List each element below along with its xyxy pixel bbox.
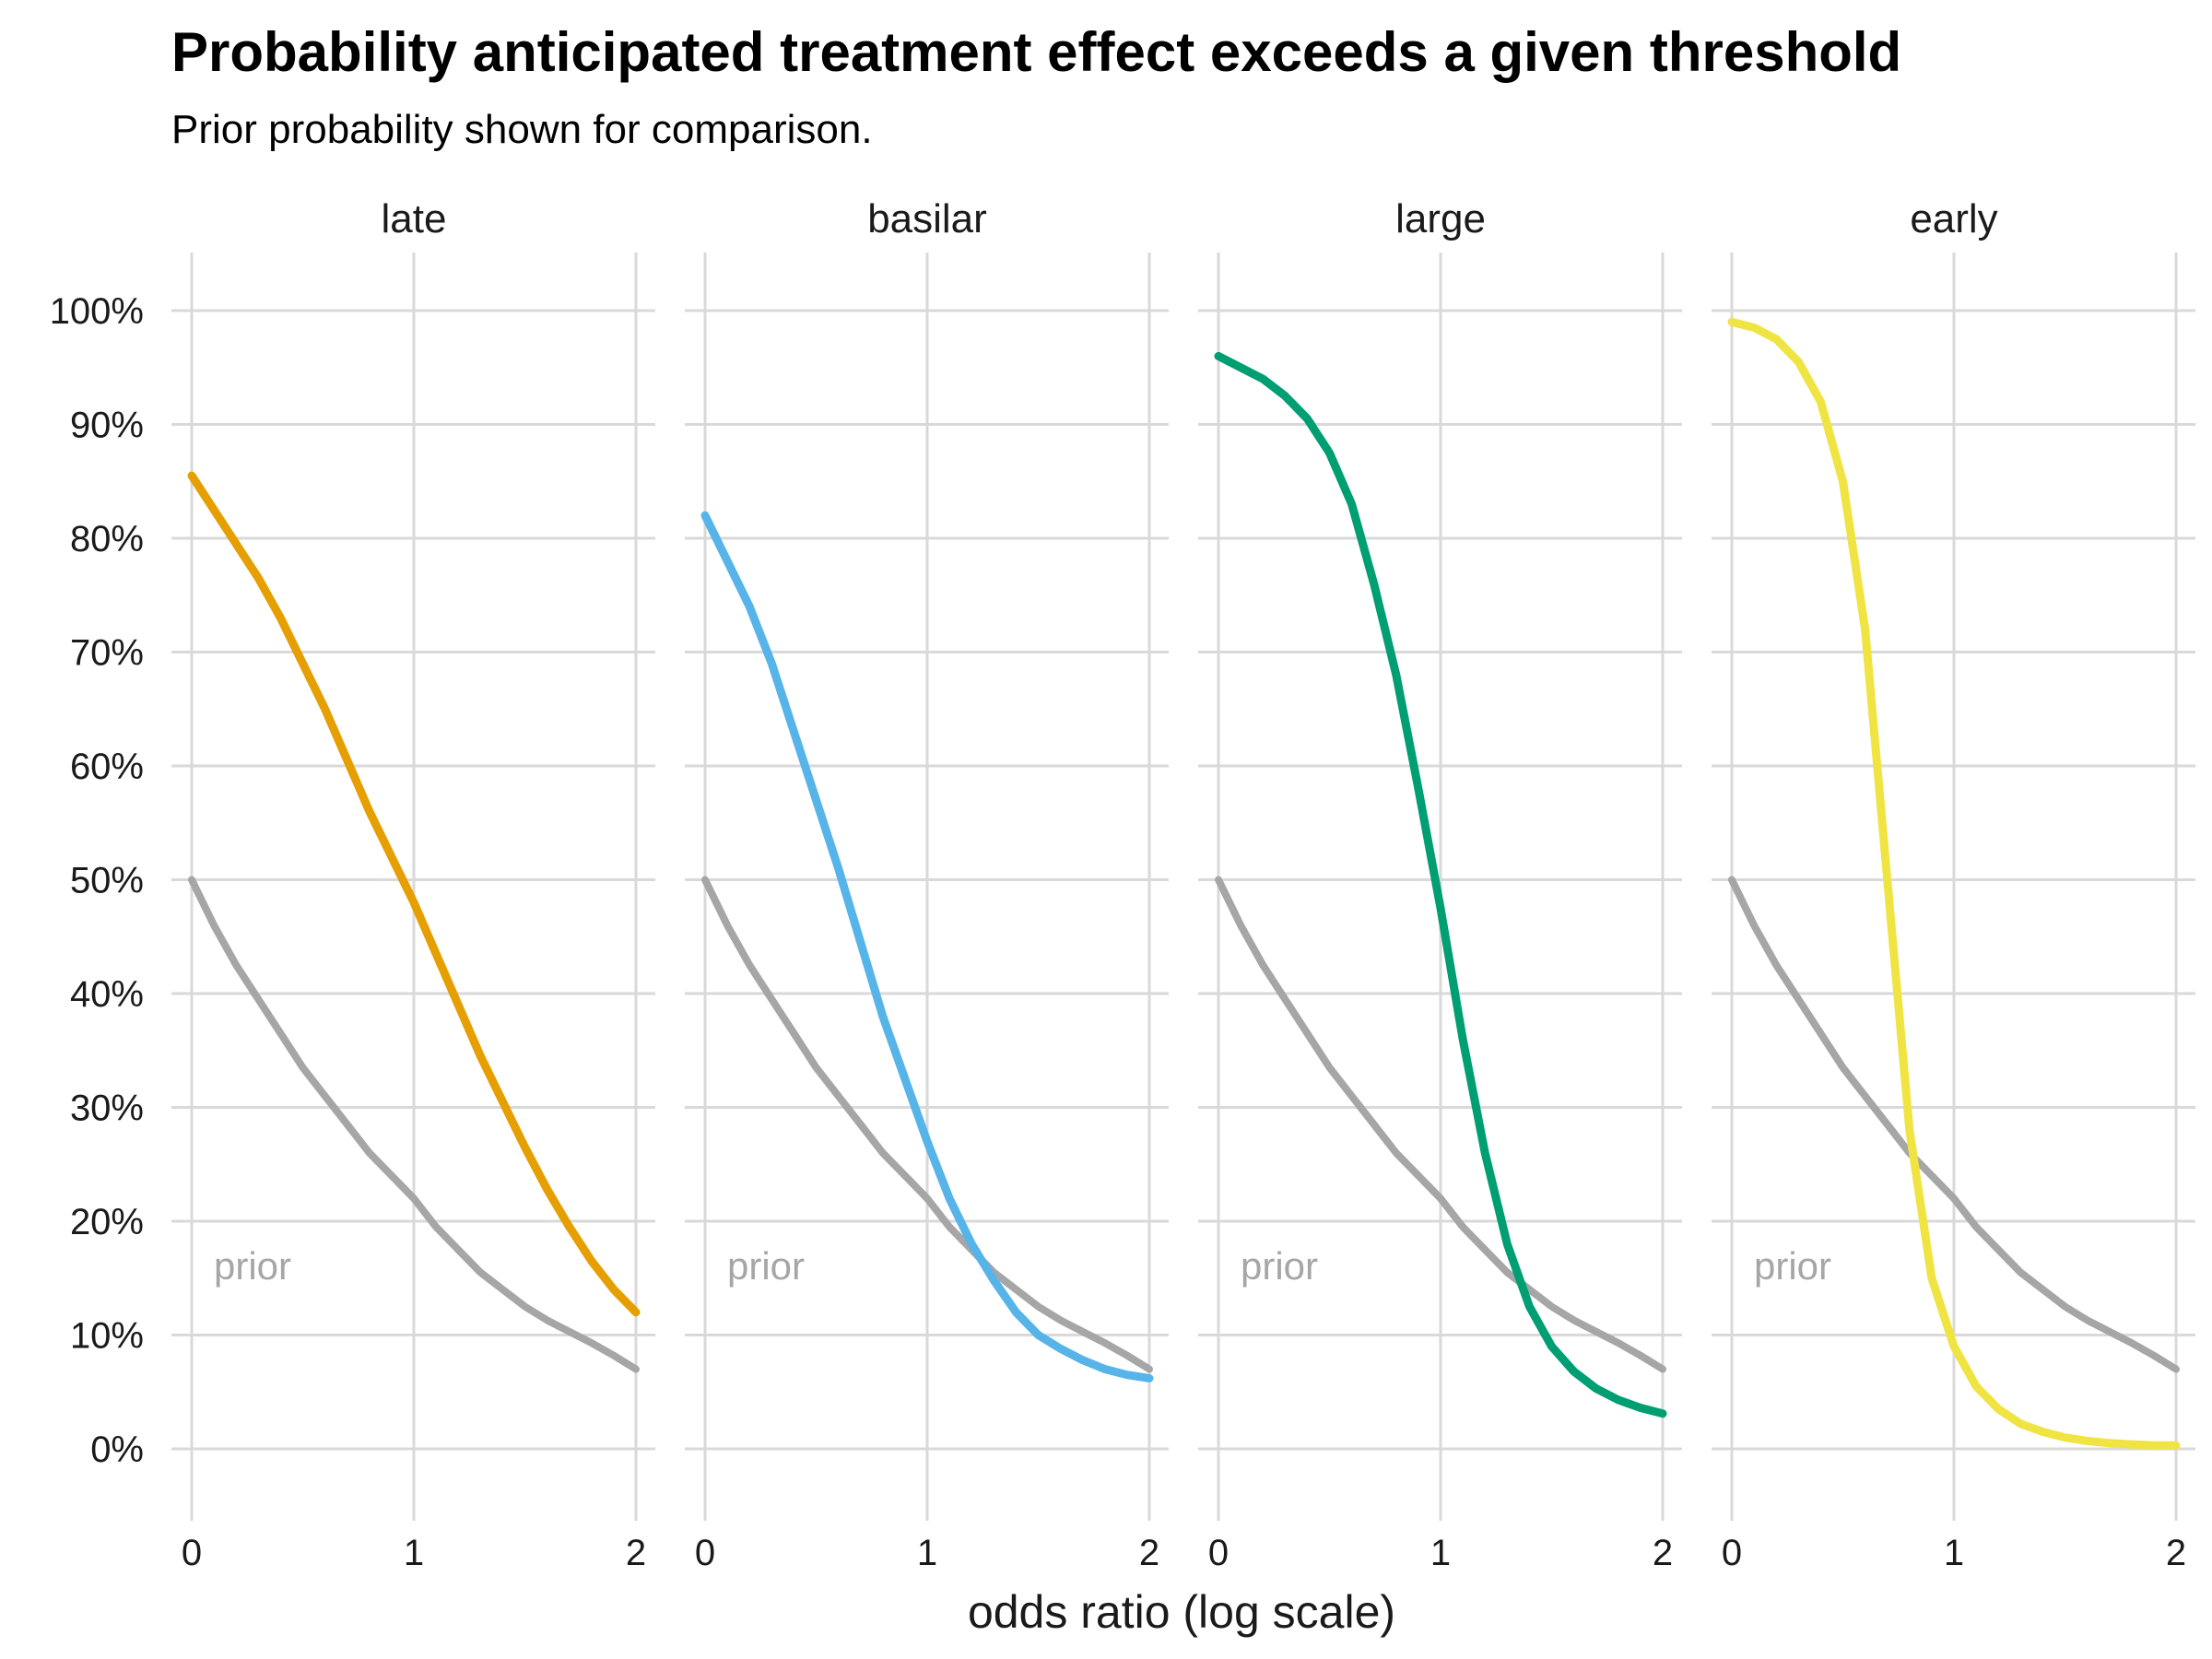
panel-label-early: early [1910,196,1997,241]
prior-line-large [1215,876,1666,1373]
y-tick-label: 30% [70,1088,144,1129]
panel-label-late: late [382,196,447,241]
x-axis-label: odds ratio (log scale) [968,1586,1395,1638]
x-tick-label: 1 [1944,1533,1964,1573]
series-line-early [1727,317,2181,1450]
panel-label-basilar: basilar [867,196,987,241]
y-tick-label: 0% [90,1430,144,1470]
y-tick-label: 10% [70,1316,144,1357]
prior-line-late [188,876,640,1373]
y-tick-label: 70% [70,633,144,674]
x-tick-label: 0 [1722,1533,1742,1573]
series-line-basilar [700,511,1154,1382]
prior-label: prior [727,1244,805,1288]
x-tick-label: 1 [404,1533,424,1573]
prior-line-early [1728,876,2180,1373]
x-tick-label: 1 [917,1533,937,1573]
x-tick-label: 2 [1653,1533,1673,1573]
x-tick-label: 0 [1208,1533,1229,1573]
y-tick-label: 60% [70,747,144,787]
chart-subtitle: Prior probability shown for comparison. [171,107,873,152]
series-line-large [1214,351,1667,1418]
series-layer [187,317,2181,1450]
x-tick-label: 2 [2166,1533,2186,1573]
prior-label: prior [1241,1244,1318,1288]
x-tick-label: 1 [1430,1533,1451,1573]
x-tick-label: 2 [1139,1533,1159,1573]
x-tick-label: 0 [695,1533,715,1573]
x-tick-label: 2 [626,1533,646,1573]
y-tick-label: 80% [70,519,144,559]
y-tick-label: 90% [70,406,144,446]
y-tick-label: 20% [70,1202,144,1242]
prior-label: prior [1754,1244,1831,1288]
series-line-late [187,471,641,1317]
y-tick-label: 100% [50,291,144,332]
prior-label: prior [214,1244,291,1288]
chart-title: Probability anticipated treatment effect… [171,21,1902,83]
x-tick-label: 0 [182,1533,202,1573]
axis-layer: 0% 10% 20% 30% 40% 50% 60% 70% 80% 90% 100% 0 1 2 late… [50,196,2186,1573]
y-tick-label: 40% [70,974,144,1015]
prior-line-basilar [701,876,1153,1373]
panel-label-large: large [1395,196,1486,241]
y-tick-label: 50% [70,861,144,901]
